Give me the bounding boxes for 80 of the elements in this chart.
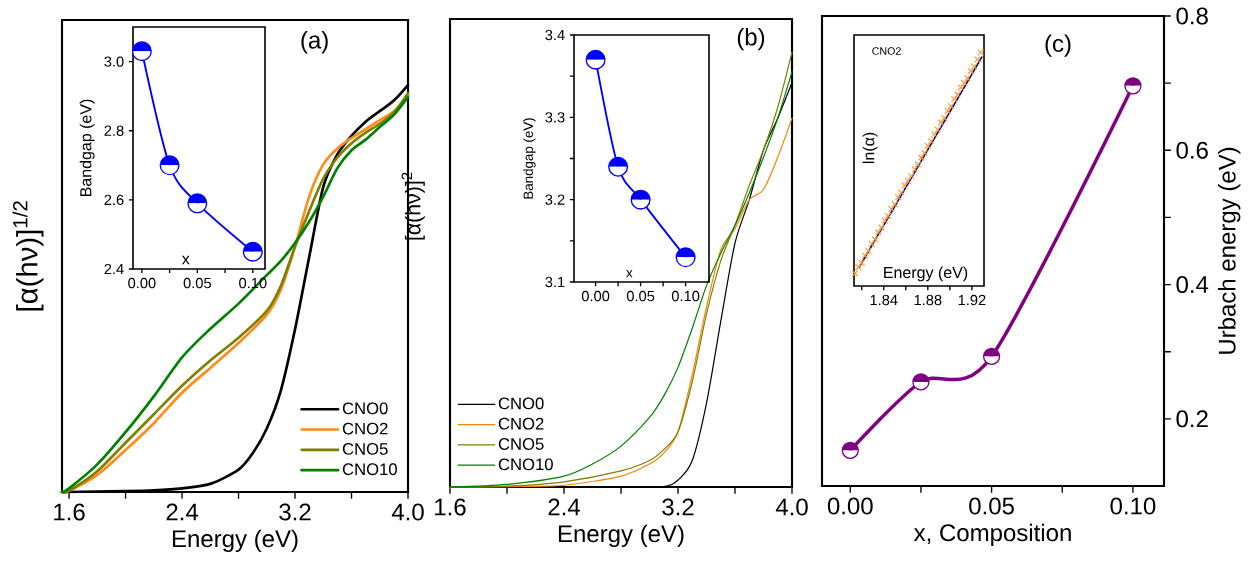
x-tick-label: 0.05 [969,497,1014,515]
y-tick-label: 3.2 [545,194,565,205]
x-tick-label: 0.10 [1110,497,1156,515]
point [911,165,919,173]
legend-label: CNO5 [498,438,544,450]
point [973,56,981,63]
legend-label: CNO10 [342,463,397,476]
legend-label: CNO2 [342,422,388,435]
x-tick-label: 4.0 [775,498,808,516]
point [931,130,938,138]
point [937,119,945,126]
x-axis-title: x [181,255,190,265]
point [964,74,971,82]
x-axis-title: Energy (eV) [172,529,298,553]
legend-label: CNO10 [498,458,553,471]
point [861,252,869,260]
y-axis-title: Bandgap (eV) [523,118,536,199]
point [947,102,955,110]
x-axis-title: x [626,270,633,278]
x-tick-label: 0.05 [626,290,655,302]
x-tick-label: 4.0 [391,503,424,521]
x-tick-label: 1.92 [958,294,986,306]
y-tick-label: 0.8 [1176,7,1208,25]
point [970,63,978,70]
point [871,235,879,243]
x-axis-title: Energy (eV) [558,524,684,548]
x-tick-label: 0.00 [827,497,873,515]
point [864,247,872,255]
x-tick-label: 0.00 [128,277,156,289]
x-tick-label: 3.2 [662,498,694,516]
point [881,217,889,225]
point [940,114,948,122]
y-tick-label: 2.6 [104,194,124,206]
y-tick-label: 2.8 [104,125,124,136]
x-tick-label: 0.05 [183,277,211,289]
chart-title: (b) [737,27,765,51]
x-tick-label: 2.4 [166,503,199,521]
x-axis-title: Energy (eV) [884,266,968,282]
legend-label: CNO5 [342,443,388,455]
x-tick-label: 1.6 [435,498,466,516]
point [851,269,859,277]
point [944,107,952,115]
point [888,205,895,213]
legend-label: CNO0 [498,397,544,410]
y-axis-title: Urbach energy (eV) [1218,147,1241,354]
x-tick-label: 1.6 [54,503,85,521]
y-tick-label: 0.6 [1176,141,1208,159]
point [894,193,902,201]
x-axis-title: x, Composition [913,523,1071,547]
x-tick-label: 0.00 [581,290,610,302]
point [868,240,876,248]
x-tick-label: 1.84 [870,294,898,306]
point [921,149,928,157]
y-tick-label: 3.3 [545,112,565,123]
point [934,126,942,133]
x-tick-label: 3.2 [279,503,311,521]
x-tick-label: 0.10 [671,290,700,302]
point [917,154,925,162]
point [914,161,922,169]
point [957,84,965,91]
point [977,49,985,56]
text: (c) [1045,34,1071,57]
point [854,263,862,271]
y-axis-title: ln(α) [862,132,878,164]
point [884,212,892,220]
y-tick-label: 2.4 [104,263,124,275]
annotation: CNO2 [872,47,901,55]
y-tick-label: 0.4 [1176,276,1209,294]
y-axis-title: [α(hν)]$^{1/2}$ [12,201,44,311]
y-tick-label: 3.4 [545,29,565,41]
point [927,137,935,145]
y-tick-label: 3.0 [104,56,124,67]
legend-label: CNO0 [342,402,388,415]
y-tick-label: 0.2 [1176,410,1208,428]
x-tick-label: 1.88 [914,294,942,306]
chart-title: (a) [301,31,328,54]
legend-label: CNO2 [498,417,544,430]
y-axis-title: Bandgap (eV) [79,99,95,197]
y-tick-label: 3.1 [545,276,565,288]
point [901,182,909,190]
